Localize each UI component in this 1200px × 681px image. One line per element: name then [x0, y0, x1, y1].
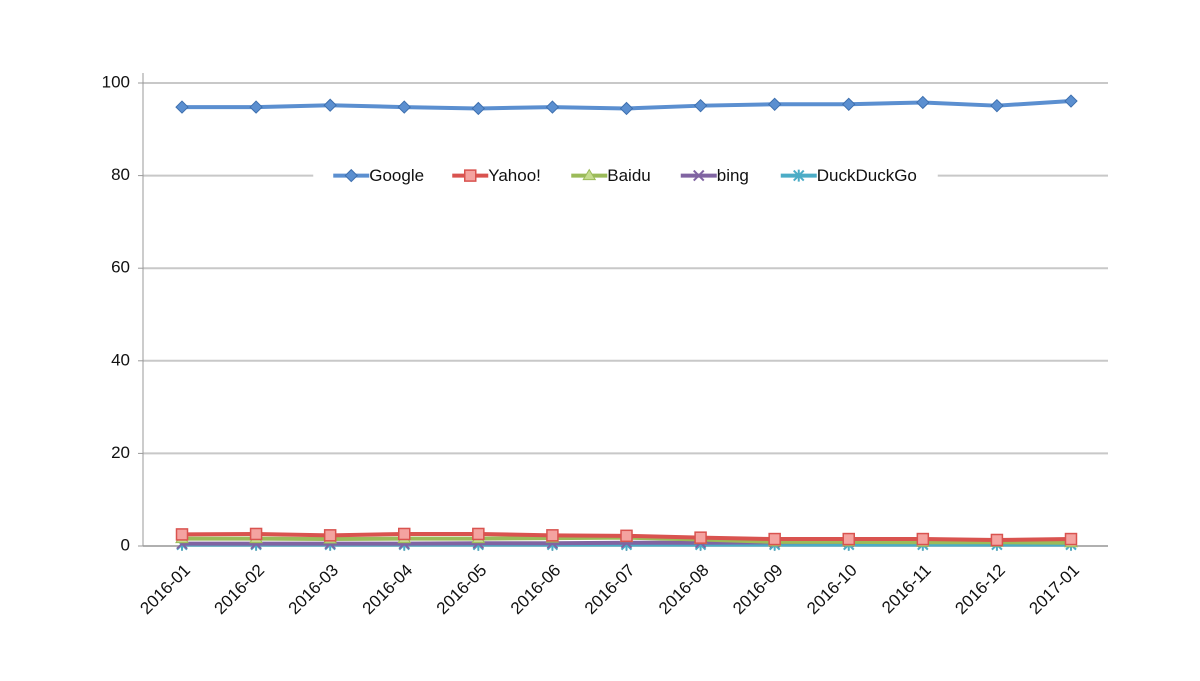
marker — [842, 97, 856, 112]
marker-shape — [323, 529, 337, 542]
legend-label: Yahoo! — [488, 166, 541, 185]
marker-shape — [464, 169, 477, 182]
marker — [1064, 94, 1078, 108]
marker — [344, 168, 358, 183]
marker — [842, 532, 855, 546]
marker — [990, 98, 1004, 113]
marker — [471, 101, 486, 116]
marker — [916, 95, 930, 110]
marker — [767, 97, 782, 112]
y-tick-label: 0 — [121, 535, 130, 554]
marker — [916, 532, 930, 546]
x-tick-label: 2016-10 — [803, 561, 861, 619]
marker — [1064, 532, 1078, 546]
marker-shape — [175, 100, 189, 114]
marker-shape — [916, 532, 930, 546]
x-tick-label: 2016-08 — [655, 561, 713, 619]
marker — [175, 100, 189, 114]
marker — [620, 529, 633, 543]
marker-shape — [471, 101, 486, 116]
x-tick-label: 2016-03 — [285, 561, 343, 619]
marker-shape — [344, 168, 358, 183]
marker — [693, 169, 705, 182]
marker-shape — [916, 95, 930, 110]
x-tick-label: 2016-07 — [581, 561, 639, 619]
marker-shape — [1064, 532, 1078, 546]
marker-shape — [249, 527, 263, 541]
x-tick-label: 2016-06 — [507, 561, 565, 619]
marker-shape — [842, 532, 855, 546]
y-tick-label: 20 — [111, 443, 130, 462]
marker-shape — [249, 100, 263, 114]
marker — [545, 100, 560, 114]
x-tick-label: 2016-02 — [211, 561, 269, 619]
x-tick-label: 2016-11 — [878, 561, 935, 618]
marker-shape — [693, 98, 708, 113]
x-tick-label: 2017-01 — [1025, 561, 1083, 619]
marker — [546, 529, 559, 542]
marker — [990, 533, 1004, 547]
marker-shape — [546, 529, 559, 542]
marker-shape — [768, 532, 781, 546]
marker — [582, 168, 597, 181]
x-tick-label: 2016-01 — [136, 561, 194, 619]
marker-shape — [620, 529, 633, 543]
y-tick-label: 40 — [111, 350, 130, 369]
marker-shape — [694, 531, 707, 544]
marker-shape — [793, 169, 805, 182]
marker-shape — [990, 533, 1004, 547]
marker — [323, 98, 337, 112]
marker — [249, 100, 263, 114]
legend-label: Baidu — [607, 166, 650, 185]
marker — [793, 169, 805, 182]
marker — [694, 531, 707, 544]
marker-shape — [693, 169, 705, 182]
marker — [768, 532, 781, 546]
x-tick-label: 2016-05 — [433, 561, 491, 619]
marker — [249, 527, 263, 541]
marker-shape — [990, 98, 1004, 113]
marker — [175, 528, 189, 541]
marker — [398, 527, 411, 541]
marker-shape — [472, 527, 485, 541]
legend-label: Google — [369, 166, 424, 185]
marker — [693, 98, 708, 113]
marker-shape — [545, 100, 560, 114]
x-tick-label: 2016-12 — [951, 561, 1009, 619]
marker — [323, 529, 337, 542]
marker — [472, 527, 485, 541]
x-tick-label: 2016-09 — [729, 561, 787, 619]
marker-shape — [619, 101, 634, 116]
y-tick-label: 60 — [111, 258, 130, 277]
legend-box — [313, 163, 938, 188]
marker-shape — [397, 100, 411, 114]
marker-shape — [582, 168, 597, 181]
marker-shape — [767, 97, 782, 112]
marker-shape — [398, 527, 411, 541]
marker — [397, 100, 411, 114]
marker-shape — [175, 528, 189, 541]
marker-shape — [842, 97, 856, 112]
y-tick-label: 100 — [102, 72, 130, 91]
x-tick-label: 2016-04 — [359, 561, 417, 619]
y-tick-label: 80 — [111, 165, 130, 184]
legend-label: DuckDuckGo — [817, 166, 917, 185]
marker — [464, 169, 477, 182]
marker — [619, 101, 634, 116]
marker-shape — [1064, 94, 1078, 108]
marker-shape — [323, 98, 337, 112]
legend-label: bing — [717, 166, 749, 185]
